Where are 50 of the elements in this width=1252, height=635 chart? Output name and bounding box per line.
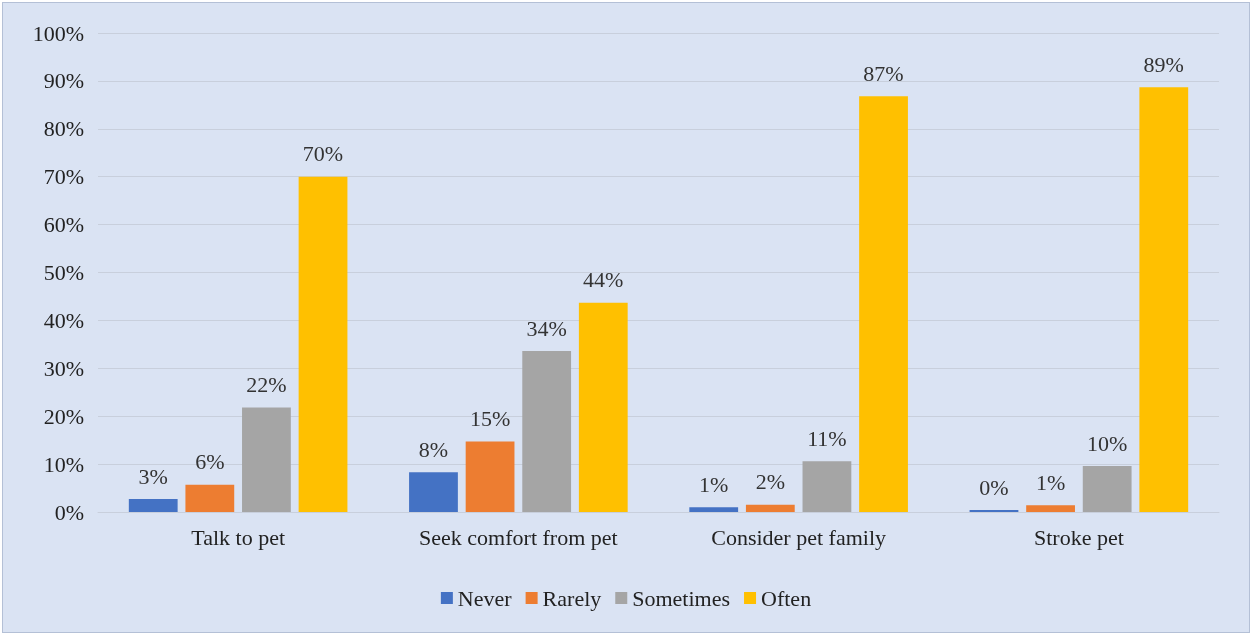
bar	[1026, 505, 1075, 512]
data-label: 6%	[195, 449, 225, 475]
y-tick-label: 80%	[43, 116, 84, 142]
y-tick-label: 10%	[43, 451, 84, 477]
data-label: 70%	[302, 141, 344, 167]
x-tick-label: Consider pet family	[711, 524, 886, 550]
bar	[745, 504, 795, 512]
bar	[185, 484, 235, 512]
bar	[1082, 466, 1132, 512]
data-label: 1%	[1035, 469, 1066, 495]
x-tick-label: Seek comfort from pet	[419, 524, 618, 550]
bar	[689, 507, 739, 512]
y-tick-label: 70%	[43, 164, 84, 190]
legend-label: Rarely	[542, 585, 602, 611]
y-tick-label: 90%	[43, 68, 84, 94]
bar	[128, 499, 178, 512]
data-label: 15%	[469, 406, 511, 432]
bar	[522, 351, 572, 512]
data-label: 10%	[1087, 430, 1128, 456]
bar	[298, 176, 348, 512]
data-label: 22%	[246, 372, 287, 398]
y-tick-label: 40%	[43, 307, 84, 333]
data-label: 1%	[699, 471, 729, 497]
legend-label: Often	[761, 585, 812, 611]
x-tick-label: Stroke pet	[1033, 524, 1124, 550]
legend-label: Sometimes	[632, 585, 731, 611]
data-label: 34%	[526, 315, 567, 341]
bar	[409, 472, 458, 512]
y-tick-label: 30%	[43, 355, 84, 381]
legend-label: Never	[457, 585, 513, 611]
y-tick-label: 100%	[32, 20, 84, 46]
bar	[1139, 87, 1189, 512]
data-label: 11%	[807, 425, 847, 451]
data-label: 87%	[863, 60, 904, 86]
y-tick-label: 0%	[54, 499, 84, 525]
data-label: 44%	[583, 267, 624, 293]
bar	[802, 461, 852, 512]
y-tick-label: 20%	[43, 403, 84, 429]
bar	[465, 441, 515, 512]
bar	[242, 407, 291, 512]
data-label: 89%	[1143, 51, 1184, 77]
data-label: 3%	[138, 463, 168, 489]
bar	[859, 96, 908, 512]
y-tick-label: 60%	[43, 212, 84, 238]
data-label: 2%	[755, 469, 785, 495]
bar	[578, 302, 628, 512]
data-label: 8%	[418, 436, 449, 462]
data-label: 0%	[979, 474, 1009, 500]
x-tick-label: Talk to pet	[191, 524, 286, 550]
y-tick-label: 50%	[43, 260, 84, 285]
